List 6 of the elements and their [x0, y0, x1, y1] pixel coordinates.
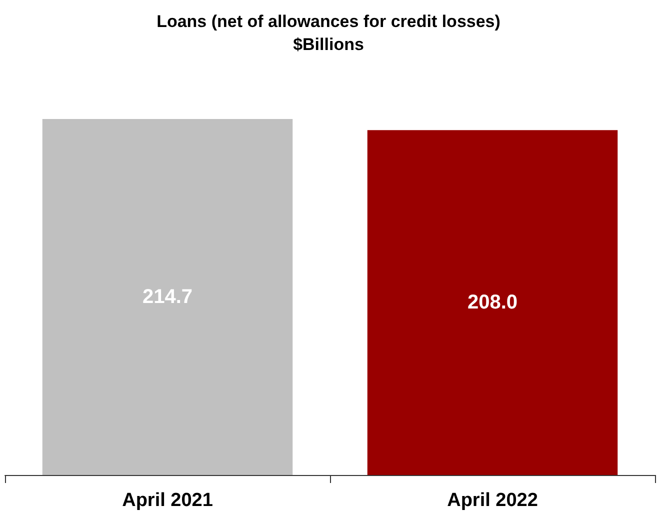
x-tick-label: April 2021: [122, 490, 214, 511]
chart-subtitle: $Billions: [293, 35, 364, 54]
x-tick-label: April 2022: [447, 490, 538, 511]
chart-title: Loans (net of allowances for credit losses): [156, 12, 500, 31]
data-label: 214.7: [142, 286, 193, 308]
data-label: 208.0: [467, 292, 518, 314]
